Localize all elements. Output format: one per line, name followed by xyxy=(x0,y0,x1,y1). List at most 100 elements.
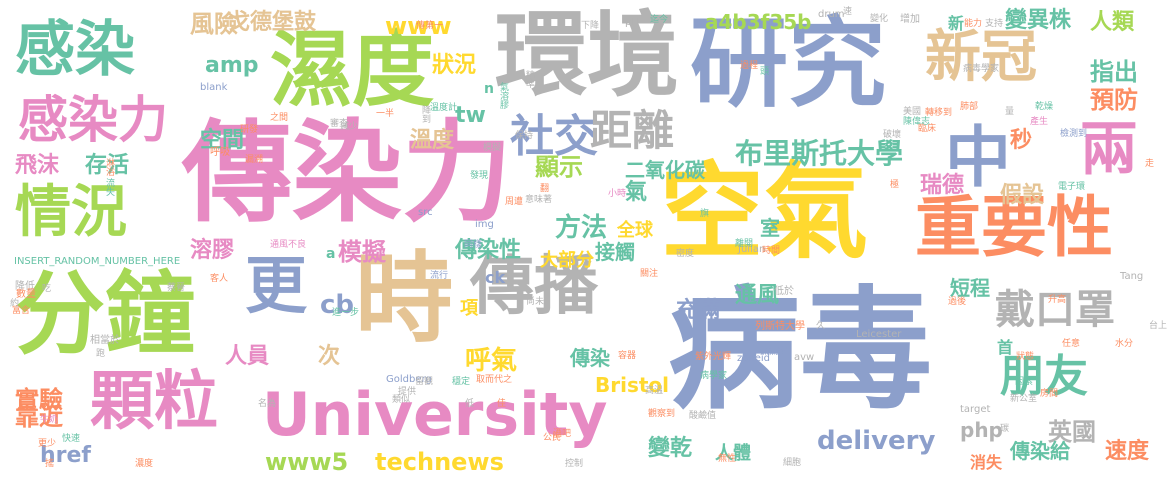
cloud-word: ck xyxy=(485,268,506,287)
cloud-word: 充滿 xyxy=(676,298,721,323)
cloud-word: 低 xyxy=(465,399,475,409)
cloud-word: 佳 xyxy=(497,399,507,409)
cloud-word: cb xyxy=(320,290,355,320)
cloud-word: 模擬 xyxy=(483,143,502,153)
cloud-word: 濕度 xyxy=(270,23,435,118)
cloud-word: 戈德堡鼓 xyxy=(228,10,317,35)
cloud-word: 一半 xyxy=(376,109,395,119)
cloud-word: 頭 xyxy=(760,67,770,77)
cloud-word: www5 xyxy=(265,448,349,476)
cloud-word: 實驗 xyxy=(15,386,63,414)
cloud-word: 發現 xyxy=(470,171,489,181)
cloud-word: Tang xyxy=(1120,271,1144,282)
cloud-word: 傳染給 xyxy=(1010,439,1070,463)
cloud-word: delivery xyxy=(817,426,936,456)
cloud-word: 溫度計 xyxy=(430,103,458,113)
cloud-word: 距離 xyxy=(590,106,675,155)
cloud-word: 狀態 xyxy=(1016,352,1035,362)
cloud-word: 降低 xyxy=(15,281,35,292)
cloud-word: 翻 xyxy=(540,184,550,194)
cloud-word: 兩 xyxy=(1080,115,1139,183)
cloud-word: 碳 xyxy=(1000,424,1010,434)
cloud-word: pH xyxy=(625,17,639,28)
cloud-word: 短程 xyxy=(950,276,990,300)
cloud-word: 傳第一 xyxy=(416,21,444,31)
cloud-word: 酒吧 xyxy=(553,429,572,439)
cloud-word: 中 xyxy=(945,119,1011,196)
cloud-word: 水分 xyxy=(1115,339,1134,349)
cloud-word: blank xyxy=(200,82,228,93)
cloud-word: img xyxy=(475,219,494,230)
cloud-word: 走 xyxy=(1145,159,1155,169)
cloud-word: 溶膠 xyxy=(190,238,235,263)
cloud-word: 環境 xyxy=(495,2,680,109)
cloud-word: 更 xyxy=(245,249,308,322)
cloud-word: 蒸氣室 xyxy=(760,347,788,357)
cloud-word: 病毒 xyxy=(668,274,932,428)
cloud-word: 預防 xyxy=(1090,86,1138,114)
cloud-word: 假設 xyxy=(1000,183,1045,208)
cloud-word: 產生 xyxy=(1030,117,1049,127)
cloud-word: 因素 xyxy=(1015,377,1034,387)
cloud-word: 快速 xyxy=(62,434,81,444)
cloud-word: 通風 xyxy=(735,283,780,308)
cloud-word: 研發 xyxy=(240,125,259,135)
cloud-word: 布里斯托大學 xyxy=(735,137,904,170)
cloud-word: 時間 xyxy=(762,246,781,256)
cloud-word: 能力 xyxy=(964,19,983,29)
cloud-word: 迄今 xyxy=(650,15,669,25)
cloud-word: 戴口罩 xyxy=(995,287,1115,333)
cloud-word: 感染 xyxy=(15,15,135,85)
cloud-word: 轉移到 xyxy=(925,108,953,118)
cloud-word: 酸鹼值 xyxy=(689,411,717,421)
cloud-word: 顯示 xyxy=(535,153,583,181)
cloud-word: 靠近 xyxy=(15,403,63,431)
cloud-word: 吃 xyxy=(42,284,52,294)
cloud-word: technews xyxy=(375,448,504,476)
cloud-word: 無性 xyxy=(718,454,737,464)
cloud-word: 新公室 xyxy=(1010,394,1038,404)
cloud-word: 速 xyxy=(843,7,853,17)
cloud-word: 類似 xyxy=(392,395,411,405)
cloud-word: 富含 xyxy=(12,306,31,316)
cloud-word: 密度 xyxy=(676,249,695,259)
cloud-word: 淋浴 xyxy=(104,158,114,176)
cloud-word: 通風不良 xyxy=(270,240,307,250)
cloud-word: 變乾 xyxy=(648,436,693,461)
cloud-word: a4b3f35b xyxy=(705,10,812,34)
cloud-word: 指出 xyxy=(1090,58,1138,86)
cloud-word: 傳染力 xyxy=(182,109,512,237)
cloud-word: 模擬 xyxy=(338,238,386,266)
cloud-word: 方法 xyxy=(555,213,608,243)
cloud-word: 提供 xyxy=(398,387,417,397)
cloud-word: 社交 xyxy=(510,111,598,162)
cloud-word: 列斯特大學 xyxy=(755,321,805,332)
cloud-word: 臨床 xyxy=(918,124,937,134)
cloud-word: tw xyxy=(455,103,486,128)
cloud-word: 房間 xyxy=(1040,389,1059,399)
cloud-word: 二氧化碳 xyxy=(625,158,705,182)
cloud-word: 次 xyxy=(318,344,341,369)
cloud-word: avw xyxy=(794,352,815,363)
cloud-word: 速度 xyxy=(1105,439,1150,464)
cloud-word: 大部分 xyxy=(540,250,594,271)
cloud-word: 意味著 xyxy=(525,195,553,205)
cloud-word: 下降 xyxy=(581,21,600,31)
cloud-word: 控制 xyxy=(565,459,584,469)
cloud-word: 肺部 xyxy=(960,102,979,112)
cloud-word: 檢測到 xyxy=(1060,129,1088,139)
cloud-word: 呼吸 xyxy=(210,147,230,158)
cloud-word: 時 xyxy=(355,242,454,356)
cloud-word: 分鐘 xyxy=(15,262,195,367)
cloud-word: www xyxy=(385,12,452,40)
cloud-word: 電子環 xyxy=(1058,182,1086,192)
cloud-word: 細胞 xyxy=(783,458,802,468)
cloud-word: 留觀 xyxy=(415,377,434,387)
cloud-word: 室 xyxy=(760,216,780,240)
cloud-word: 保持 xyxy=(515,131,534,141)
cloud-word: zoneid xyxy=(737,353,770,364)
cloud-word: 研究 xyxy=(690,7,887,121)
cloud-word: 瑞德 xyxy=(920,173,965,198)
cloud-word: 傳染性 xyxy=(455,238,522,263)
cloud-word: 顆粒 xyxy=(90,365,218,439)
